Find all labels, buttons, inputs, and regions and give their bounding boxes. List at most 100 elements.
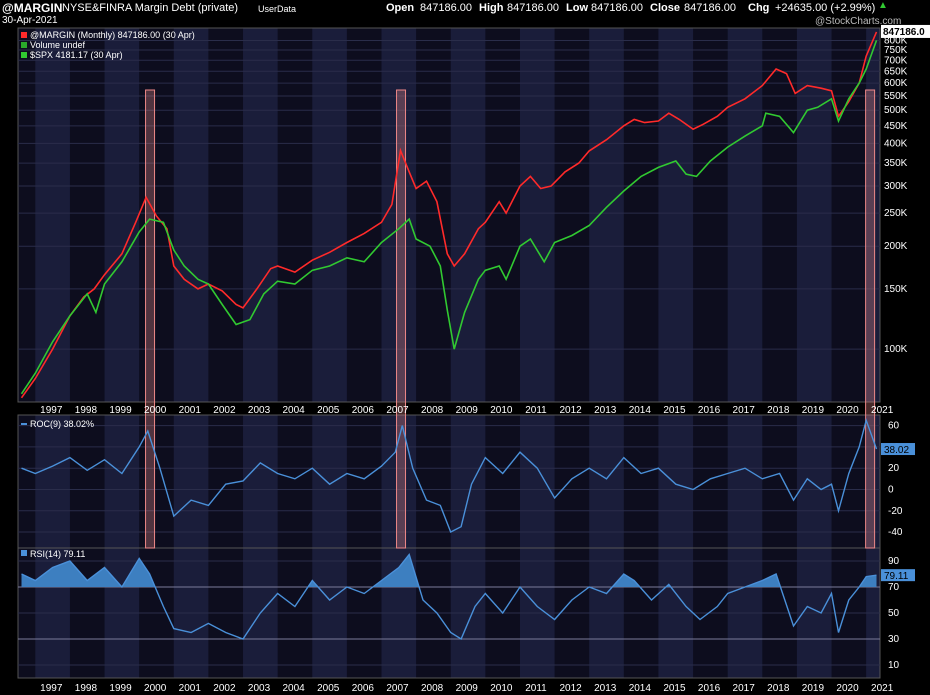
axes: 100K 150K 200K 250K 300K 350K 400K 450K 500K 550K… <box>40 24 930 694</box>
x-tick-label: 2016 <box>698 683 721 694</box>
open-value: 847186.00 <box>420 2 472 14</box>
x-tick-label: 2006 <box>352 405 375 416</box>
low-label: Low <box>566 2 588 14</box>
x-tick-label: 2006 <box>352 683 375 694</box>
highlight-bars <box>145 89 876 549</box>
x-tick-label: 2019 <box>802 683 825 694</box>
price-y-tick: 250K <box>884 208 908 219</box>
x-tick-label: 2011 <box>525 683 547 694</box>
roc-value-label: 38.02 <box>884 445 909 456</box>
rsi-y-tick: 30 <box>888 634 900 645</box>
last-value-badge <box>881 24 930 38</box>
year-band <box>35 415 70 548</box>
x-tick-label: 2013 <box>594 683 617 694</box>
x-tick-label: 1997 <box>40 683 63 694</box>
x-tick-label: 2003 <box>248 405 271 416</box>
roc-value-badge <box>881 443 915 456</box>
legend-swatch <box>21 32 27 38</box>
year-band <box>727 28 763 402</box>
x-tick-label: 2011 <box>525 405 547 416</box>
roc-y-tick: 20 <box>888 463 900 474</box>
x-tick-label: 2015 <box>663 405 686 416</box>
price-y-tick: 200K <box>884 241 908 252</box>
x-tick-label: 2008 <box>421 405 444 416</box>
x-tick-label: 2009 <box>456 683 479 694</box>
price-y-tick: 400K <box>884 138 908 149</box>
year-band <box>589 415 624 548</box>
year-band <box>243 28 278 402</box>
chg-value: +24635.00 (+2.99%) <box>775 2 876 14</box>
low-value: 847186.00 <box>591 2 643 14</box>
rsi-value-label: 79.11 <box>884 571 909 582</box>
date-label: 30-Apr-2021 <box>2 15 58 26</box>
x-tick-label: 2010 <box>490 405 513 416</box>
up-arrow-icon: ▲ <box>878 0 888 11</box>
year-band <box>519 28 555 402</box>
x-tick-label: 2001 <box>179 405 202 416</box>
series-line-margin <box>20 31 878 399</box>
price-y-tick: 450K <box>884 121 908 132</box>
x-tick-label: 2007 <box>386 683 409 694</box>
x-tick-label: 2017 <box>733 683 756 694</box>
price-y-tick: 650K <box>884 66 908 77</box>
rsi-y-tick: 10 <box>888 660 900 671</box>
rsi-overbought-fill <box>21 554 877 587</box>
x-tick-label: 2018 <box>767 683 790 694</box>
year-band <box>243 415 278 548</box>
year-band <box>796 28 832 402</box>
year-band <box>104 415 140 548</box>
high-value: 847186.00 <box>507 2 559 14</box>
x-tick-label: 2005 <box>317 683 340 694</box>
series-line-spx <box>20 40 878 395</box>
x-tick-label: 1998 <box>75 405 98 416</box>
price-y-tick: 700K <box>884 55 908 66</box>
highlight-bar-2007 <box>396 89 407 549</box>
price-y-tick: 500K <box>884 105 908 116</box>
x-tick-label: 2016 <box>698 405 721 416</box>
legends: @MARGIN (Monthly) 847186.00 (30 Apr)Volu… <box>21 30 195 559</box>
panel-border <box>17 27 881 403</box>
price-y-tick: 300K <box>884 181 908 192</box>
source-label: UserData <box>258 4 297 14</box>
x-tick-label: 2014 <box>629 683 652 694</box>
price-y-tick: 150K <box>884 284 908 295</box>
year-band <box>173 415 209 548</box>
watermark: @StockCharts.com <box>815 16 902 27</box>
legend-label: @MARGIN (Monthly) 847186.00 (30 Apr) <box>30 30 195 40</box>
x-tick-label: 2018 <box>767 405 790 416</box>
rsi-legend-swatch <box>21 550 27 556</box>
year-band <box>35 28 70 402</box>
x-tick-label: 2021 <box>871 405 894 416</box>
x-tick-label: 2012 <box>559 405 582 416</box>
chg-label: Chg <box>748 2 770 14</box>
x-tick-label: 1997 <box>40 405 63 416</box>
x-tick-label: 2021 <box>871 683 894 694</box>
roc-legend-label: ROC(9) 38.02% <box>30 419 94 429</box>
roc-y-tick: -40 <box>888 527 903 538</box>
legend-label: Volume undef <box>30 40 86 50</box>
x-tick-label: 2003 <box>248 683 271 694</box>
series-line-rsi <box>21 553 877 641</box>
x-tick-label: 2012 <box>559 683 582 694</box>
x-tick-label: 1999 <box>109 683 132 694</box>
symbol-label: @MARGIN <box>2 1 63 15</box>
x-tick-label: 2005 <box>317 405 340 416</box>
legend-swatch <box>21 42 27 48</box>
series-lines <box>20 31 878 641</box>
rsi-legend-label: RSI(14) 79.11 <box>30 549 85 559</box>
price-y-tick: 100K <box>884 344 908 355</box>
year-band <box>519 415 555 548</box>
year-band <box>658 415 694 548</box>
x-tick-label: 2002 <box>213 683 236 694</box>
year-band <box>312 28 347 402</box>
x-tick-label: 2013 <box>594 405 617 416</box>
x-tick-label: 2017 <box>733 405 756 416</box>
roc-y-tick: -20 <box>888 506 903 517</box>
open-label: Open <box>386 2 415 14</box>
year-band <box>450 415 486 548</box>
year-band <box>727 415 763 548</box>
rsi-y-tick: 90 <box>888 556 900 567</box>
close-value: 847186.00 <box>684 2 736 14</box>
x-tick-label: 2000 <box>144 405 167 416</box>
